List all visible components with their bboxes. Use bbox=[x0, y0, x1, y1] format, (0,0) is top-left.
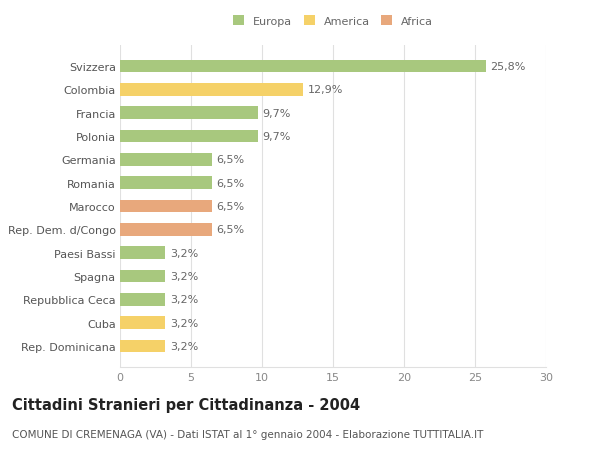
Text: 6,5%: 6,5% bbox=[217, 178, 245, 188]
Text: 3,2%: 3,2% bbox=[170, 271, 198, 281]
Text: 12,9%: 12,9% bbox=[307, 85, 343, 95]
Text: 6,5%: 6,5% bbox=[217, 225, 245, 235]
Text: 3,2%: 3,2% bbox=[170, 248, 198, 258]
Bar bbox=[120, 224, 212, 236]
Text: 3,2%: 3,2% bbox=[170, 318, 198, 328]
Text: 6,5%: 6,5% bbox=[217, 155, 245, 165]
Bar bbox=[120, 317, 166, 329]
Text: 3,2%: 3,2% bbox=[170, 341, 198, 351]
Text: 25,8%: 25,8% bbox=[491, 62, 526, 72]
Bar bbox=[120, 154, 212, 167]
Bar bbox=[120, 84, 303, 96]
Bar bbox=[120, 200, 212, 213]
Text: 9,7%: 9,7% bbox=[262, 108, 290, 118]
Bar bbox=[120, 61, 487, 73]
Text: 3,2%: 3,2% bbox=[170, 295, 198, 305]
Bar bbox=[120, 130, 258, 143]
Bar bbox=[120, 293, 166, 306]
Bar bbox=[120, 270, 166, 283]
Text: 9,7%: 9,7% bbox=[262, 132, 290, 142]
Bar bbox=[120, 340, 166, 353]
Legend: Europa, America, Africa: Europa, America, Africa bbox=[233, 16, 433, 27]
Bar bbox=[120, 107, 258, 120]
Text: Cittadini Stranieri per Cittadinanza - 2004: Cittadini Stranieri per Cittadinanza - 2… bbox=[12, 397, 360, 412]
Text: COMUNE DI CREMENAGA (VA) - Dati ISTAT al 1° gennaio 2004 - Elaborazione TUTTITAL: COMUNE DI CREMENAGA (VA) - Dati ISTAT al… bbox=[12, 429, 484, 439]
Text: 6,5%: 6,5% bbox=[217, 202, 245, 212]
Bar bbox=[120, 246, 166, 259]
Bar bbox=[120, 177, 212, 190]
